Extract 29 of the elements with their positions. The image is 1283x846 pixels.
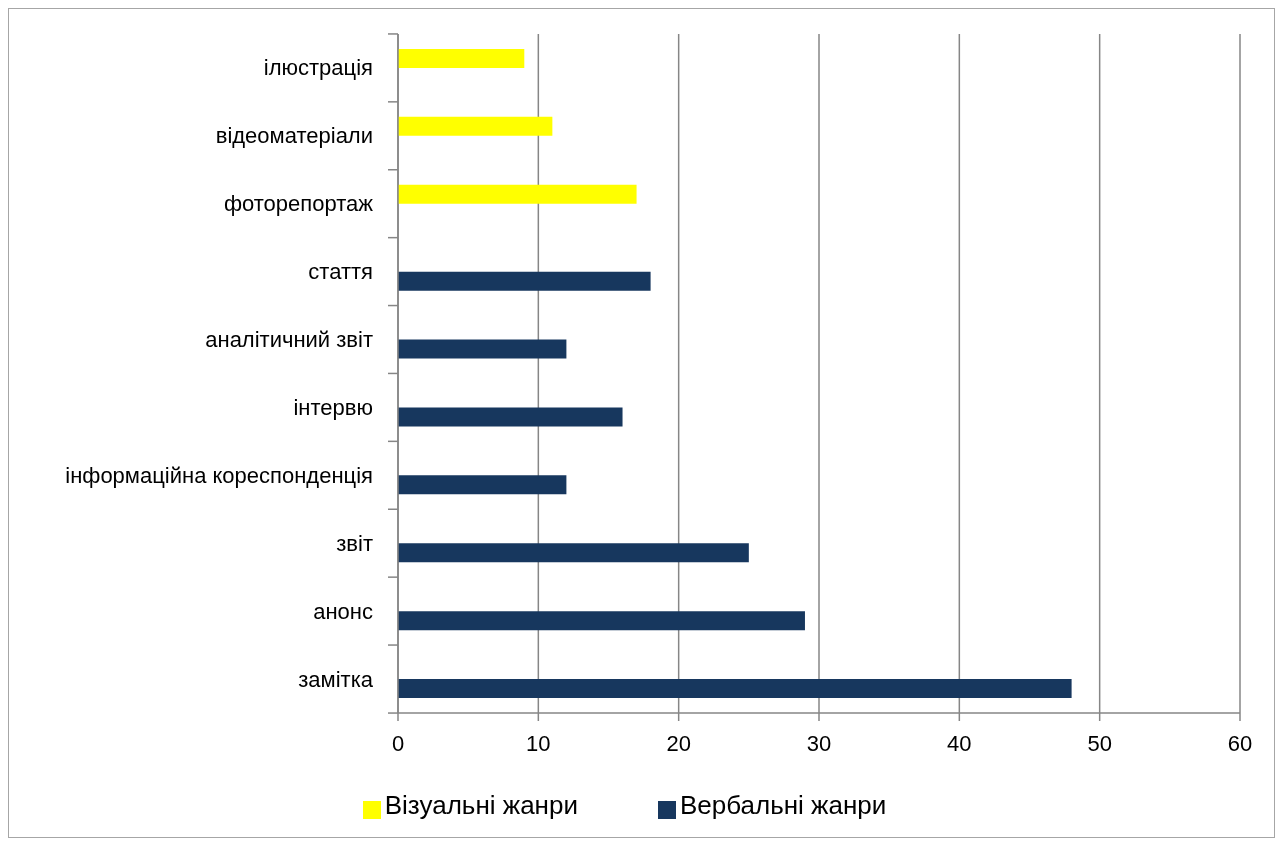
legend-label: Вербальні жанри: [679, 790, 887, 820]
y-tick-label: інформаційна кореспонденція: [65, 462, 373, 488]
bar: [398, 48, 525, 68]
y-tick-label: стаття: [308, 259, 373, 285]
bar: [398, 271, 651, 291]
x-tick-label: 0: [391, 730, 405, 756]
x-tick-label: 30: [806, 730, 832, 756]
bar: [398, 543, 749, 563]
x-tick-label: 60: [1227, 730, 1253, 756]
x-tick-label: 20: [666, 730, 691, 756]
y-tick-label: аналітичний звіт: [205, 327, 373, 353]
y-tick-label: інтервю: [293, 394, 373, 420]
legend-label: Візуальні жанри: [384, 790, 578, 820]
y-tick-label: звіт: [336, 530, 373, 556]
bar: [398, 407, 623, 427]
y-tick-label: відеоматеріали: [215, 123, 373, 149]
x-tick-label: 40: [947, 730, 972, 756]
y-tick-label: замітка: [298, 666, 374, 692]
x-tick-label: 50: [1087, 730, 1112, 756]
y-tick-label: фоторепортаж: [223, 191, 374, 217]
y-tick-label: ілюстрація: [263, 55, 373, 81]
bar: [398, 184, 637, 204]
x-tick-label: 10: [526, 730, 551, 756]
bar: [398, 116, 553, 136]
bar: [398, 611, 805, 631]
bar: [398, 679, 1072, 699]
y-tick-label: анонс: [313, 598, 373, 624]
bar: [398, 339, 567, 359]
bar: [398, 475, 567, 495]
